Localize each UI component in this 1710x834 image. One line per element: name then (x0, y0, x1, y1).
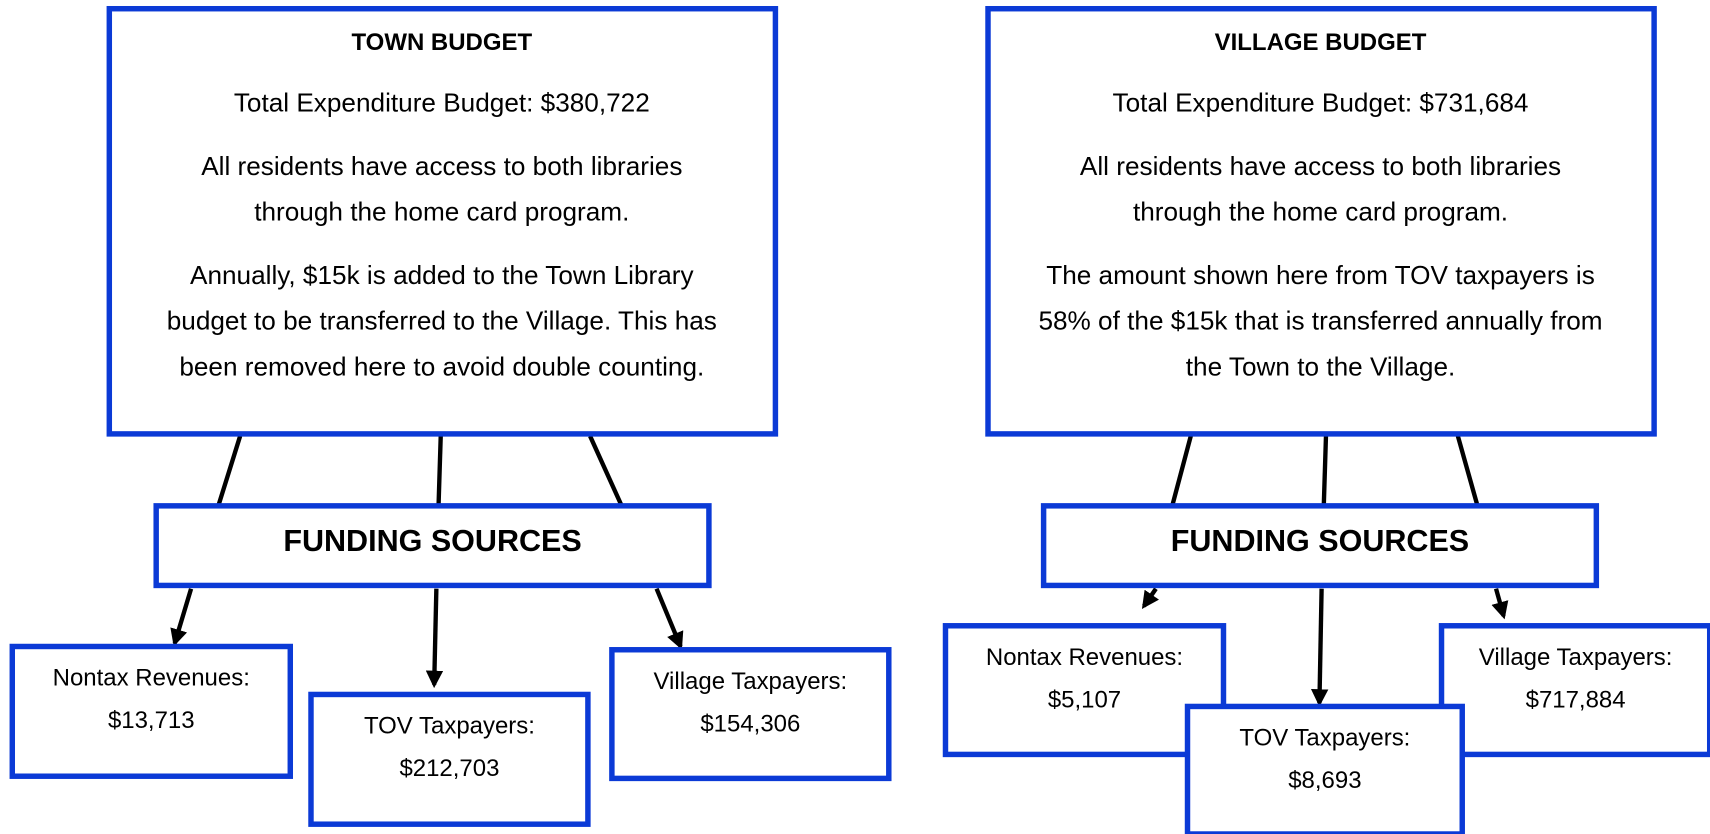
connector (1321, 436, 1329, 506)
source-label: TOV Taxpayers: (1239, 724, 1410, 751)
source-label: Nontax Revenues: (986, 644, 1183, 671)
hub-box (1040, 503, 1600, 589)
paragraph-line: 58% of the $15k that is transferred annu… (1038, 306, 1602, 336)
paragraph-line: through the home card program. (254, 197, 629, 227)
source-box (942, 623, 1227, 758)
paragraph-line: All residents have access to both librar… (1080, 151, 1561, 181)
source-amount: $154,306 (700, 710, 800, 737)
connector (1455, 435, 1480, 507)
paragraph-line: The amount shown here from TOV taxpayers… (1046, 260, 1595, 290)
budget-box (985, 5, 1657, 437)
total-budget: Total Expenditure Budget: $380,722 (234, 88, 650, 118)
paragraph-line: All residents have access to both librar… (201, 151, 682, 181)
arrow (1491, 588, 1509, 620)
source-box (308, 691, 591, 827)
hub-box (153, 503, 712, 589)
source-label: Village Taxpayers: (1479, 644, 1673, 671)
source-box (1184, 703, 1465, 834)
source-amount: $8,693 (1288, 767, 1361, 794)
source-amount: $13,713 (108, 707, 195, 734)
budget-box (106, 5, 779, 437)
hub-label: FUNDING SOURCES (283, 524, 581, 558)
budget-title: TOWN BUDGET (351, 29, 532, 56)
source-amount: $717,884 (1526, 686, 1626, 713)
arrow (654, 587, 684, 650)
budget-title: VILLAGE BUDGET (1215, 29, 1427, 56)
source-amount: $212,703 (399, 755, 499, 782)
connector (588, 435, 624, 507)
source-label: Nontax Revenues: (53, 665, 250, 692)
source-amount: $5,107 (1048, 686, 1121, 713)
paragraph-line: the Town to the Village. (1186, 351, 1456, 381)
connector (436, 436, 443, 506)
connector (1170, 435, 1193, 507)
source-box (609, 647, 892, 782)
total-budget: Total Expenditure Budget: $731,684 (1113, 88, 1529, 118)
paragraph-line: been removed here to avoid double counti… (179, 351, 704, 381)
paragraph-line: through the home card program. (1133, 197, 1508, 227)
source-box (9, 643, 294, 779)
paragraph-line: Annually, $15k is added to the Town Libr… (190, 260, 695, 290)
arrow (425, 588, 444, 689)
source-box (1438, 623, 1710, 758)
hub-label: FUNDING SOURCES (1171, 524, 1469, 558)
arrow (170, 588, 194, 647)
arrow (1141, 587, 1159, 610)
connector (216, 435, 243, 507)
arrow (1310, 588, 1329, 707)
paragraph-line: budget to be transferred to the Village.… (167, 306, 717, 336)
source-label: TOV Taxpayers: (364, 712, 535, 739)
source-label: Village Taxpayers: (654, 668, 848, 695)
